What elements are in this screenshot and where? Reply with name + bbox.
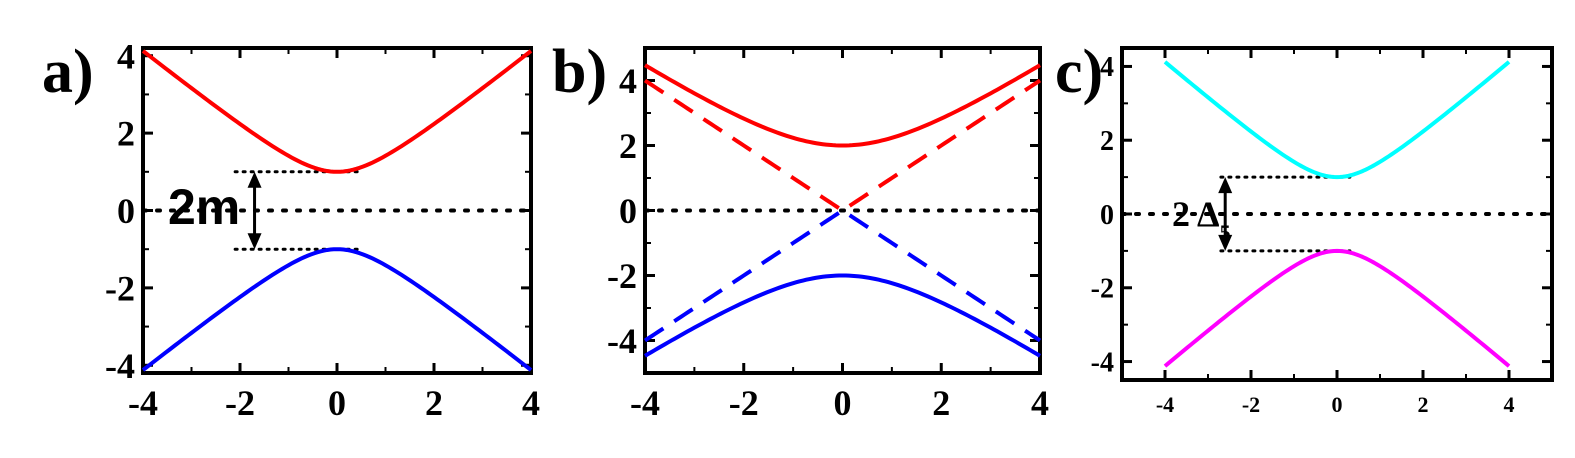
y-tick-label: 4 xyxy=(117,36,135,76)
x-tick-label: -2 xyxy=(1242,392,1260,417)
series-line xyxy=(141,247,533,372)
x-tick-label: 2 xyxy=(932,383,950,423)
y-tick-label: 4 xyxy=(1100,52,1114,83)
y-tick-label: 0 xyxy=(619,191,637,231)
x-tick-label: 2 xyxy=(1418,392,1429,417)
dashed-series-line xyxy=(643,78,1042,213)
series-line xyxy=(643,273,1042,358)
gap-arrow-head-up xyxy=(247,171,262,188)
panel-label: b) xyxy=(552,38,607,106)
x-tick-label: -4 xyxy=(630,383,660,423)
y-tick-label: 4 xyxy=(619,61,637,101)
panel-b: b) -4 -2 0 2 4 4 2 0 -2 -4 xyxy=(552,38,1049,423)
y-tick-label: 0 xyxy=(117,191,135,231)
x-tick-label: -4 xyxy=(128,383,158,423)
y-tick-label: 2 xyxy=(1100,126,1114,157)
x-tick-label: -4 xyxy=(1156,392,1174,417)
x-tick-label: -2 xyxy=(729,383,759,423)
gap-annotation-label: 2m xyxy=(168,179,240,235)
gap-arrow-head-up xyxy=(1218,177,1233,194)
y-tick-label: -4 xyxy=(1091,347,1114,378)
x-tick-label: 0 xyxy=(834,383,852,423)
gap-arrow-head-down xyxy=(247,233,262,250)
y-tick-label: -2 xyxy=(607,256,637,296)
series-line xyxy=(141,49,533,174)
y-tick-label: -4 xyxy=(607,321,637,361)
x-tick-label: 4 xyxy=(522,383,540,423)
series-line xyxy=(1163,248,1511,368)
x-tick-label: 4 xyxy=(1031,383,1049,423)
panel-label: a) xyxy=(42,38,94,106)
gap-annotation-label: 2 Δ5 xyxy=(1172,194,1231,245)
panel-c: c) -4 -2 0 2 4 4 2 0 -2 -4 2 Δ5 xyxy=(1055,38,1554,417)
gap-annotation-subscript: 5 xyxy=(1220,220,1231,245)
series-line xyxy=(643,63,1042,148)
y-tick-label: 2 xyxy=(117,114,135,154)
y-tick-label: -2 xyxy=(105,268,135,308)
x-tick-label: 4 xyxy=(1504,392,1515,417)
y-tick-label: 2 xyxy=(619,126,637,166)
series-line xyxy=(1163,60,1511,180)
x-tick-label: 0 xyxy=(328,383,346,423)
gap-arrow-head-down xyxy=(1218,234,1233,251)
x-tick-label: -2 xyxy=(225,383,255,423)
x-tick-label: 2 xyxy=(425,383,443,423)
y-tick-label: -2 xyxy=(1091,274,1114,305)
dashed-series-line xyxy=(643,208,1042,343)
y-tick-label: 0 xyxy=(1100,200,1114,231)
panel-a: a) -4 -2 0 2 4 4 2 0 -2 -4 2m xyxy=(42,36,540,423)
y-tick-label: -4 xyxy=(105,346,135,386)
x-tick-label: 0 xyxy=(1332,392,1343,417)
panel-label: c) xyxy=(1055,38,1103,106)
